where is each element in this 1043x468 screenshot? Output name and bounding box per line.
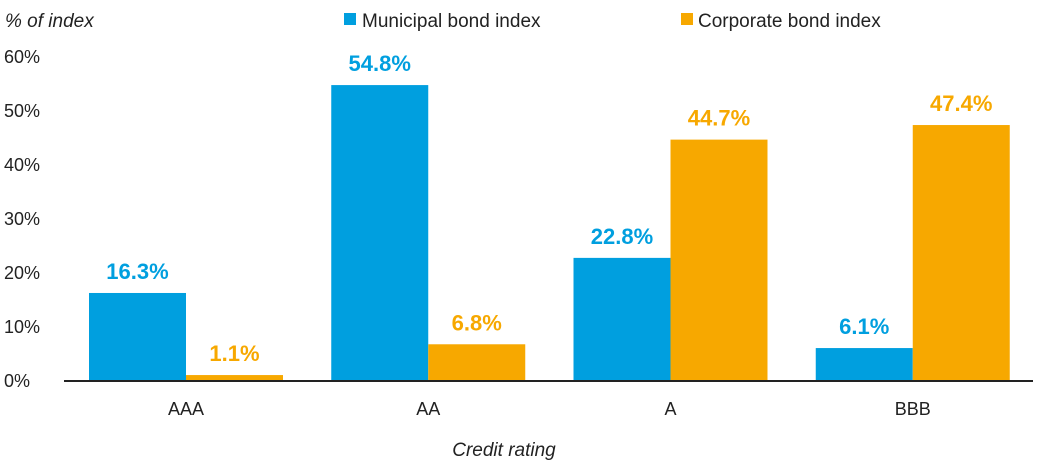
data-label-municipal-bond-index-aa: 54.8% [349, 51, 411, 76]
x-tick-label-aa: AA [416, 399, 440, 419]
bars [89, 85, 1010, 381]
y-tick-label-20: 20% [4, 263, 40, 283]
data-label-corporate-bond-index-bbb: 47.4% [930, 91, 992, 116]
data-label-corporate-bond-index-a: 44.7% [688, 106, 750, 131]
bar-municipal-bond-index-a [573, 257, 671, 381]
bar-municipal-bond-index-bbb [815, 348, 913, 381]
bar-corporate-bond-index-a [670, 139, 768, 381]
legend-swatch-municipal [344, 13, 356, 25]
x-axis-ticks: AAA AA A BBB [168, 399, 931, 419]
legend-label-municipal: Municipal bond index [362, 11, 541, 32]
y-tick-label-40: 40% [4, 155, 40, 175]
bar-corporate-bond-index-aa [428, 344, 526, 381]
legend-swatch-corporate [681, 13, 693, 25]
data-label-municipal-bond-index-bbb: 6.1% [839, 314, 889, 339]
x-tick-label-aaa: AAA [168, 399, 204, 419]
x-tick-label-bbb: BBB [895, 399, 931, 419]
x-axis-title: Credit rating [452, 440, 556, 461]
data-label-corporate-bond-index-aaa: 1.1% [209, 341, 259, 366]
bar-municipal-bond-index-aa [331, 85, 429, 381]
legend: Municipal bond index Corporate bond inde… [344, 11, 881, 32]
y-tick-label-60: 60% [4, 47, 40, 67]
bar-corporate-bond-index-aaa [186, 375, 283, 381]
data-labels: 16.3% 1.1% 54.8% 6.8% 22.8% 44.7% 6.1% 47.4% [106, 51, 992, 366]
y-tick-label-30: 30% [4, 209, 40, 229]
data-label-municipal-bond-index-aaa: 16.3% [106, 259, 168, 284]
x-tick-label-a: A [664, 399, 676, 419]
y-tick-label-10: 10% [4, 317, 40, 337]
y-axis-ticks: 0% 10% 20% 30% 40% 50% 60% [4, 47, 40, 391]
y-axis-title: % of index [5, 11, 95, 32]
y-tick-label-50: 50% [4, 101, 40, 121]
data-label-corporate-bond-index-aa: 6.8% [452, 310, 502, 335]
legend-label-corporate: Corporate bond index [698, 11, 881, 32]
y-tick-label-0: 0% [4, 371, 30, 391]
bar-corporate-bond-index-bbb [912, 125, 1010, 381]
data-label-municipal-bond-index-a: 22.8% [591, 224, 653, 249]
bar-municipal-bond-index-aaa [89, 292, 186, 381]
